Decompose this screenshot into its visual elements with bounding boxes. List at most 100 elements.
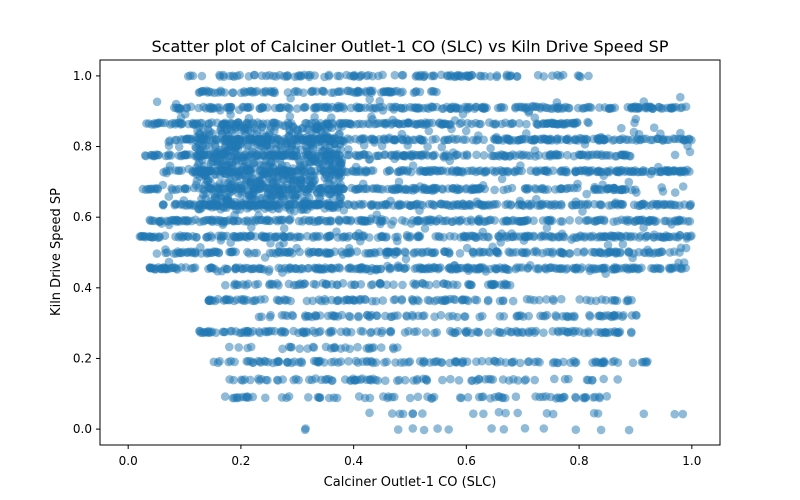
data-point [356,87,365,97]
data-point [585,312,595,321]
data-point [575,295,584,304]
data-point [538,392,548,402]
data-point [336,159,346,169]
data-point [322,233,332,242]
data-point [210,264,219,274]
data-point [365,103,375,112]
data-point [257,71,267,80]
data-point [297,358,307,368]
data-point [420,217,429,226]
data-point [355,119,364,129]
data-point [249,264,258,274]
data-point [508,296,518,306]
data-point [228,88,237,97]
data-point [571,167,581,176]
data-point [206,231,215,240]
data-point [307,312,317,322]
data-point [276,248,285,258]
data-point [246,342,256,352]
data-point [627,295,636,305]
data-point [480,167,490,176]
data-point [362,310,372,320]
data-point [559,357,568,367]
data-point [439,153,449,162]
data-point [566,183,575,193]
data-point [639,409,649,419]
data-point [367,249,376,258]
data-point [419,311,429,320]
data-point [234,216,243,226]
data-point [389,344,398,354]
data-point [446,374,455,384]
data-point [513,408,522,418]
data-point [176,135,186,144]
data-point [552,312,561,322]
data-point [374,151,384,160]
data-point [601,269,610,279]
data-point [211,170,220,179]
data-point [250,201,259,211]
data-point [221,280,230,290]
data-point [670,150,680,160]
data-point [654,162,663,172]
data-point [382,250,391,260]
data-point [530,357,539,367]
data-point [186,200,195,210]
data-point [499,280,509,290]
data-point [354,392,364,401]
data-point [351,162,361,172]
data-point [466,280,476,290]
data-point [299,70,309,80]
data-point [316,187,326,196]
data-point [317,296,326,306]
data-point [258,167,268,177]
data-point [436,199,446,209]
data-point [232,393,242,402]
data-point [545,151,554,160]
data-point [624,425,634,435]
data-point [344,264,353,273]
data-point [367,296,377,306]
data-point [675,215,685,225]
data-point [235,205,245,214]
data-point [492,248,502,258]
data-point [238,280,248,289]
data-point [289,207,299,216]
data-point [653,264,663,273]
data-point [365,95,375,104]
data-point [581,216,591,225]
data-point [646,102,655,112]
data-point [313,248,323,257]
data-point [420,224,430,233]
data-point [409,88,419,97]
data-point [382,357,392,367]
data-point [372,311,381,320]
data-point [595,215,604,225]
data-point [215,106,225,115]
data-point [254,211,263,220]
data-point [585,166,595,176]
data-point [313,392,323,402]
data-point [339,205,349,215]
data-point [507,229,516,238]
data-point [485,201,494,210]
data-point [595,393,604,403]
data-point [670,188,680,197]
data-point [516,161,525,170]
data-point [283,71,292,80]
data-point [230,131,240,140]
data-point [344,295,354,305]
data-point [368,71,377,81]
data-point [604,201,614,210]
data-point [302,118,311,128]
data-point [244,113,254,123]
data-point [450,261,459,270]
data-point [539,72,549,81]
data-point [311,102,321,112]
data-point [397,295,407,304]
data-point [582,295,591,305]
data-point [255,328,265,338]
data-point [330,342,339,352]
data-point [394,201,404,210]
data-point [633,104,643,113]
